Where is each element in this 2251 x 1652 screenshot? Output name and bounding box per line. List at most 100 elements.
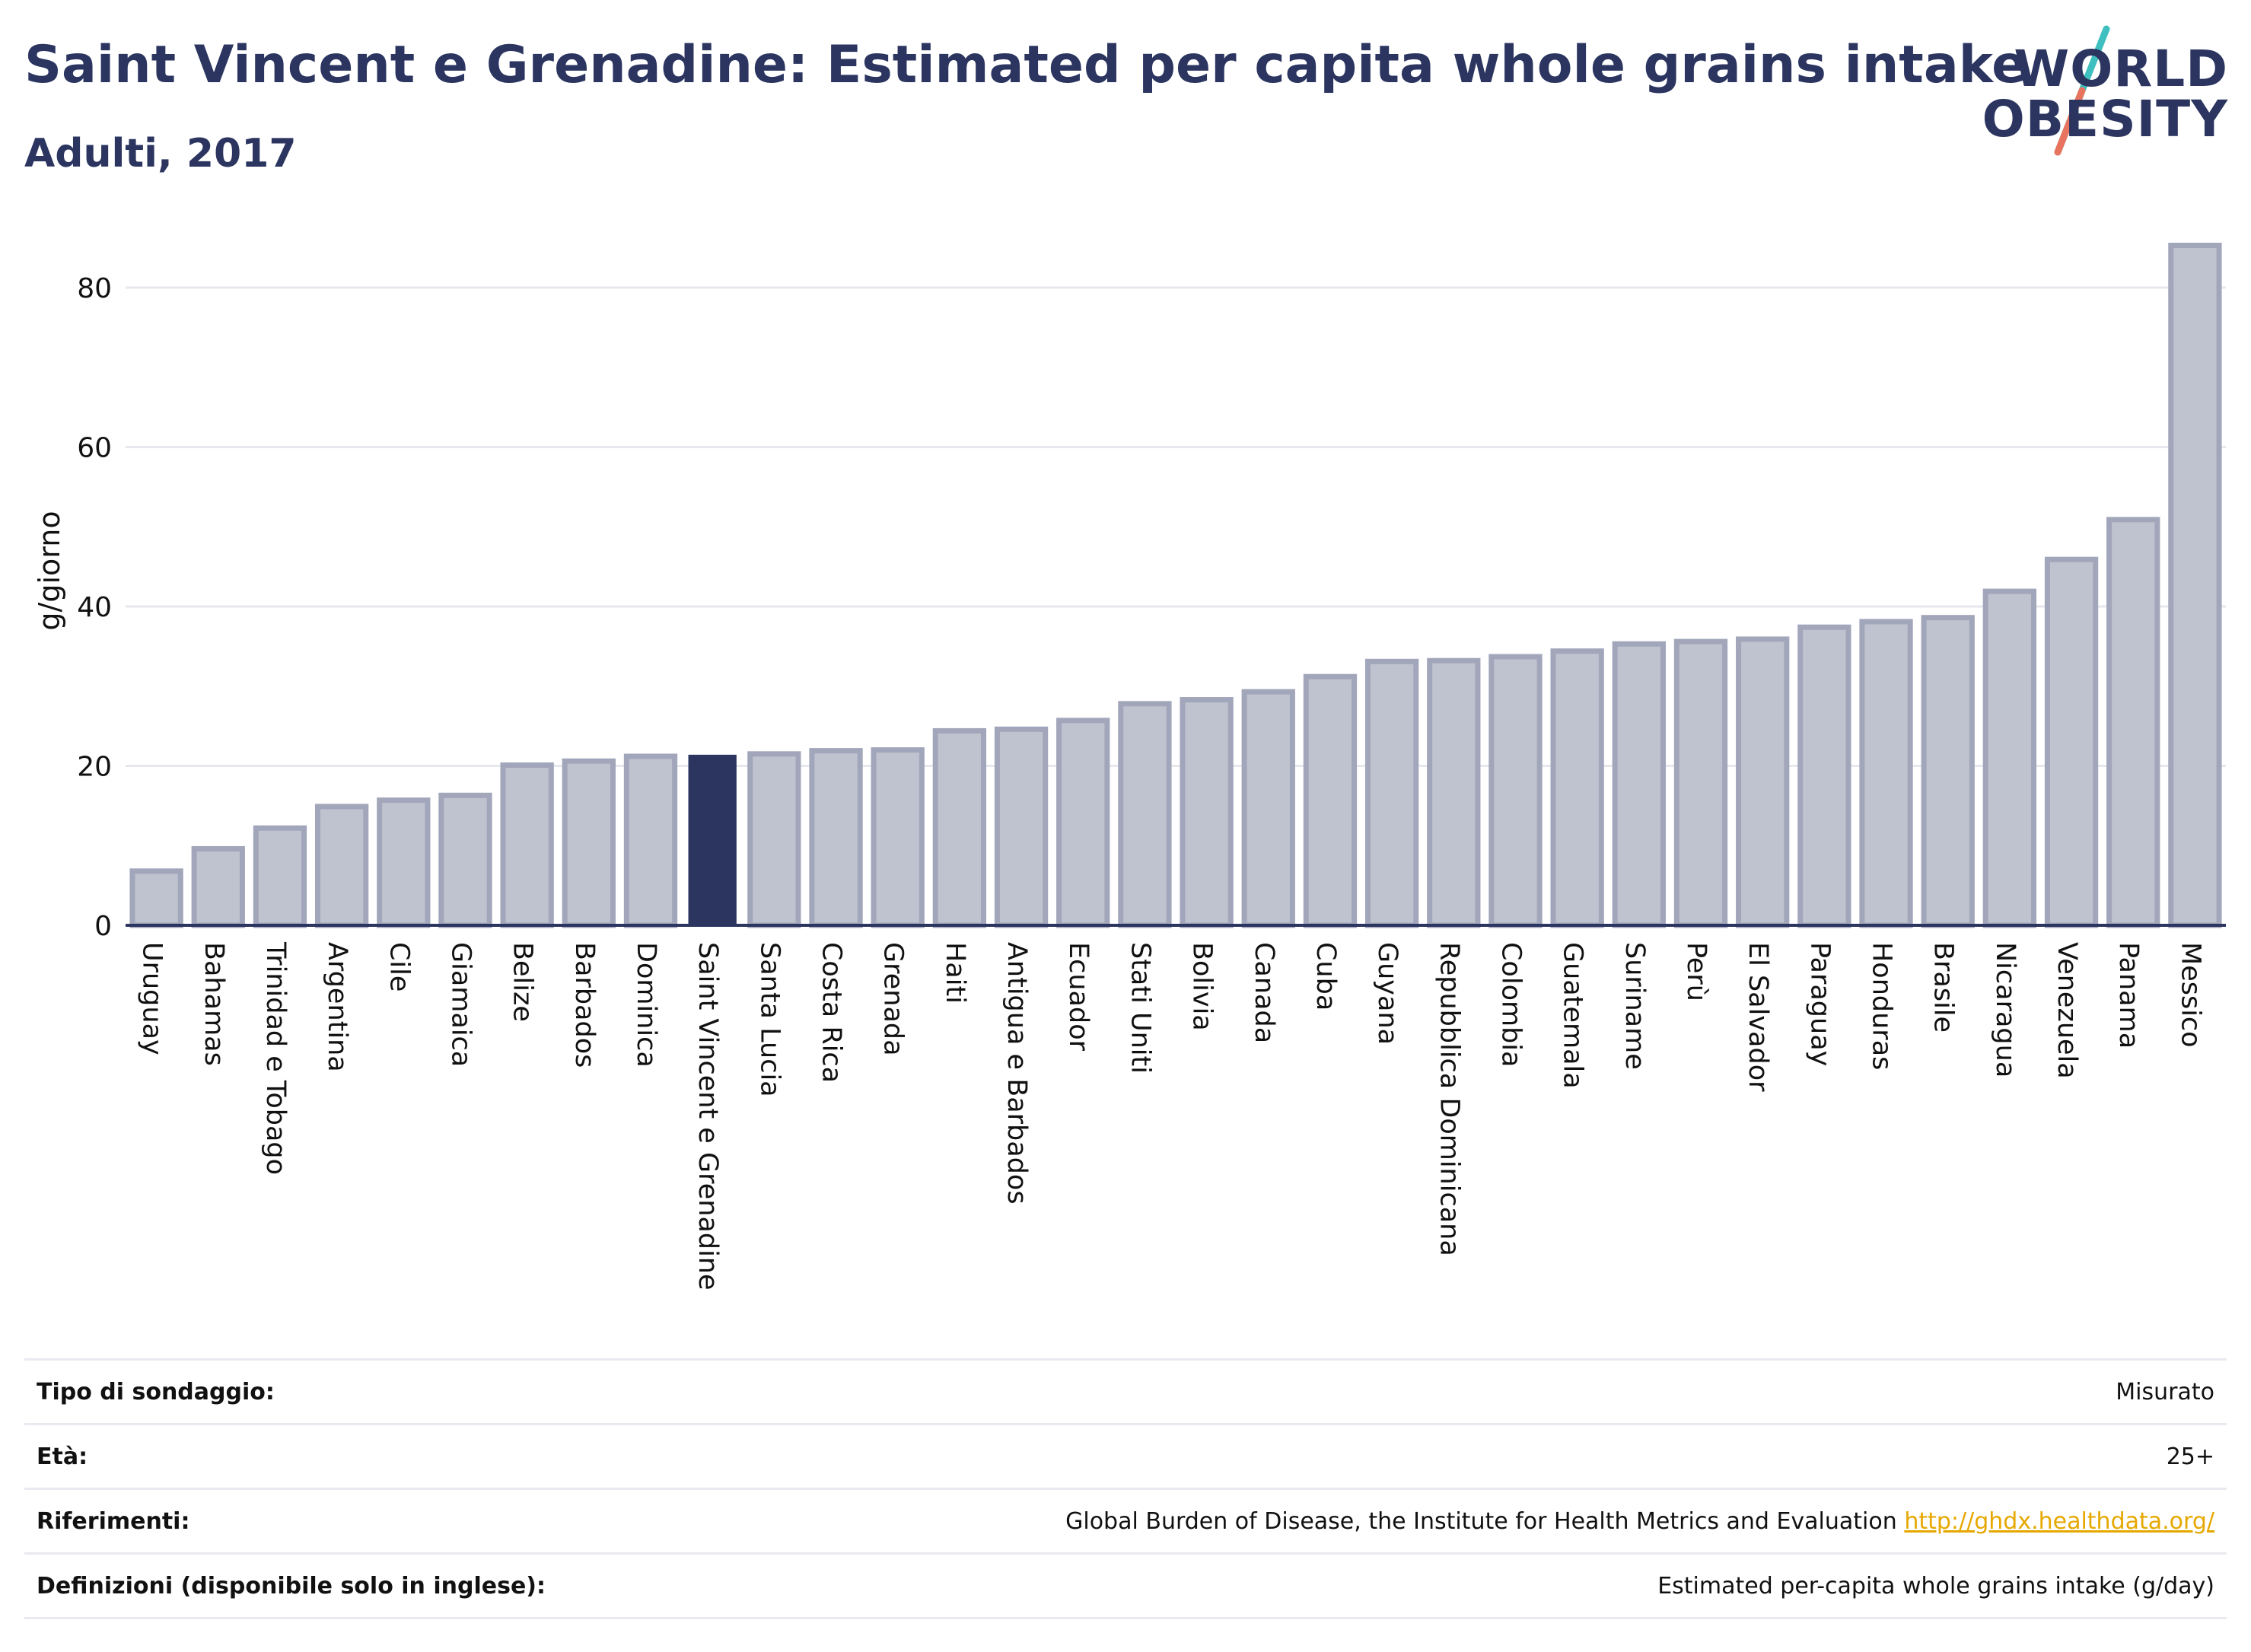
x-tick-label: El Salvador <box>1743 942 1773 1092</box>
bar <box>1673 638 1728 928</box>
x-tick-label: Uruguay <box>137 942 167 1055</box>
world-obesity-logo: WORLD OBESITY <box>1979 21 2237 166</box>
x-tick-label: Bahamas <box>199 942 229 1066</box>
x-tick-label: Guyana <box>1372 942 1402 1045</box>
axes: 0 20 40 60 80 <box>77 273 2226 942</box>
bar <box>994 726 1049 928</box>
bar <box>809 748 863 928</box>
age-label: Età: <box>24 1423 713 1489</box>
y-tick-label: 80 <box>77 273 112 304</box>
x-tick-label: Cile <box>384 942 414 992</box>
info-row-age: Età: 25+ <box>24 1423 2227 1489</box>
bar <box>253 825 307 928</box>
x-tick-label: Honduras <box>1867 942 1897 1070</box>
y-tick-label: 0 <box>94 911 112 942</box>
y-tick-label: 60 <box>77 433 112 464</box>
age-value: 25+ <box>712 1423 2227 1489</box>
definitions-label: Definizioni (disponibile solo in inglese… <box>24 1552 713 1619</box>
bar-highlighted <box>688 754 737 925</box>
chart-subtitle: Adulti, 2017 <box>24 131 297 177</box>
x-tick-label: Venezuela <box>2052 942 2082 1079</box>
y-axis-title: g/giorno <box>33 511 66 630</box>
x-tick-label: Grenada <box>878 942 909 1056</box>
bar-chart: 0 20 40 60 80 Uruguay Bahamas Trinidad e Tobag… <box>33 242 2226 1291</box>
bar <box>747 751 801 928</box>
x-tick-label: Guatemala <box>1558 942 1588 1089</box>
x-tick-label: Stati Uniti <box>1125 942 1155 1074</box>
bar <box>377 797 431 928</box>
x-tick-label: Colombia <box>1495 942 1526 1067</box>
x-tick-label: Cuba <box>1310 942 1341 1011</box>
bar <box>129 868 183 928</box>
bar <box>1488 654 1543 928</box>
x-tick-label: Messico <box>2175 942 2205 1048</box>
grid-lines <box>126 286 2226 767</box>
chart-title: Saint Vincent e Grenadine: Estimated per… <box>24 35 2027 95</box>
logo-text-obesity: OBESITY <box>1982 90 2228 148</box>
bar <box>500 762 554 928</box>
bar <box>1180 697 1234 928</box>
bar <box>871 747 925 928</box>
bar <box>1982 588 2037 928</box>
x-tick-label: Barbados <box>569 942 600 1068</box>
bar <box>1427 657 1481 928</box>
bar <box>1612 641 1666 928</box>
y-tick-label: 40 <box>77 592 112 623</box>
bar <box>2044 556 2099 928</box>
bar <box>1364 658 1419 928</box>
x-tick-label: Paraguay <box>1804 942 1835 1066</box>
y-tick-label: 20 <box>77 752 112 783</box>
bar <box>1056 718 1110 928</box>
bar <box>191 845 245 928</box>
info-row-survey: Tipo di sondaggio: Misurato <box>24 1358 2227 1424</box>
category-labels: Uruguay Bahamas Trinidad e Tobago Argentina… <box>137 941 2206 1291</box>
bar <box>1736 636 1790 928</box>
survey-label: Tipo di sondaggio: <box>24 1358 713 1424</box>
info-row-references: Riferimenti: Global Burden of Disease, t… <box>24 1488 2227 1554</box>
references-text: Global Burden of Disease, the Institute … <box>1065 1507 1897 1535</box>
bar <box>562 758 616 928</box>
logo-slash-icon <box>2054 25 2110 156</box>
info-row-definitions: Definizioni (disponibile solo in inglese… <box>24 1552 2227 1619</box>
bar <box>438 792 492 928</box>
x-tick-label: Giamaica <box>445 942 476 1067</box>
references-label: Riferimenti: <box>24 1488 713 1554</box>
bar <box>2168 242 2222 928</box>
bar <box>1241 689 1295 928</box>
x-tick-label: Saint Vincent e Grenadine <box>692 942 723 1291</box>
x-tick-label: Costa Rica <box>817 942 847 1083</box>
bar <box>1303 673 1358 928</box>
x-tick-label: Ecuador <box>1063 942 1094 1052</box>
definitions-value: Estimated per-capita whole grains intake… <box>712 1552 2227 1619</box>
x-tick-label: Bolivia <box>1187 942 1218 1031</box>
x-tick-label: Santa Lucia <box>754 942 785 1097</box>
info-table: Tipo di sondaggio: Misurato Età: 25+ Rif… <box>24 1358 2227 1619</box>
x-tick-label: Perù <box>1681 942 1711 1001</box>
survey-value: Misurato <box>712 1358 2227 1424</box>
x-tick-label: Nicaragua <box>1990 942 2020 1077</box>
logo-text-world: WORLD <box>2014 40 2228 98</box>
x-tick-label: Dominica <box>631 942 661 1068</box>
bar <box>314 804 369 928</box>
bar <box>1118 701 1172 928</box>
references-value: Global Burden of Disease, the Institute … <box>712 1488 2227 1554</box>
x-tick-label: Antigua e Barbados <box>1001 942 1032 1205</box>
bars <box>129 242 2222 928</box>
bar <box>932 727 987 928</box>
bar <box>623 753 678 928</box>
x-tick-label: Belize <box>508 942 538 1022</box>
x-tick-label: Brasile <box>1928 942 1959 1033</box>
x-tick-label: Argentina <box>322 942 352 1072</box>
x-tick-label: Suriname <box>1619 942 1650 1070</box>
x-tick-label: Repubblica Dominicana <box>1434 942 1464 1256</box>
x-tick-label: Canada <box>1249 942 1279 1043</box>
bar <box>2106 517 2160 928</box>
references-link[interactable]: http://ghdx.healthdata.org/ <box>1904 1507 2214 1535</box>
x-tick-label: Trinidad e Tobago <box>260 941 291 1175</box>
bar <box>1921 615 1975 928</box>
bar <box>1797 624 1851 928</box>
x-tick-label: Haiti <box>940 942 970 1004</box>
bar <box>1859 619 1913 928</box>
bar <box>1550 648 1604 928</box>
x-tick-label: Panama <box>2113 942 2144 1049</box>
